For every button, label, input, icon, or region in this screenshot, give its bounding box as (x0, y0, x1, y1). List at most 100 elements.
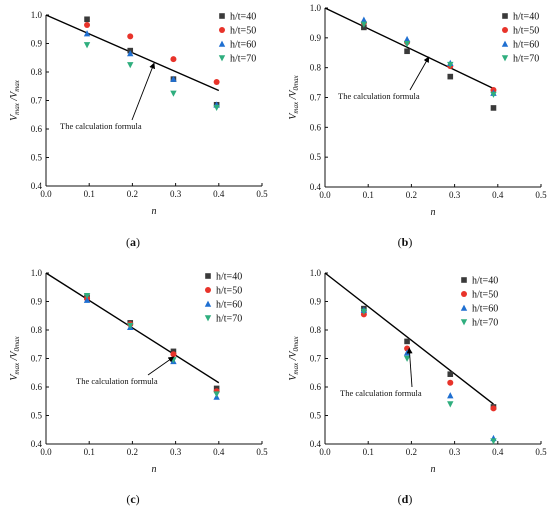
y-tick-label: 1.0 (31, 10, 43, 20)
y-tick-label: 0.4 (31, 439, 43, 449)
data-point (83, 293, 91, 300)
annotation-label: The calculation formula (60, 121, 142, 131)
legend-label: h/t=40 (472, 276, 498, 287)
legend-marker (460, 319, 468, 326)
x-axis-label: n (152, 464, 157, 475)
data-point (447, 73, 454, 80)
panel-label: (b) (398, 235, 413, 249)
panel-label-part: d (402, 492, 409, 506)
legend-label: h/t=70 (216, 314, 242, 325)
chart-panel-d: 0.0 0.1 0.2 0.3 0.4 0.5 0.4 0.5 0.6 0.7 0.8 0.9 1.0 n… (288, 268, 547, 506)
panel-label-part: ( (126, 235, 130, 249)
legend-label: h/t=50 (216, 286, 242, 297)
legend-marker (461, 291, 467, 297)
y-tick-label: 0.9 (31, 39, 43, 49)
legend-marker (205, 287, 211, 293)
y-axis-label-subscript: 0max (13, 335, 21, 351)
formula-line (45, 272, 220, 384)
y-axis-label: Vmax /V0max (288, 335, 300, 380)
panel-label-part: a (130, 235, 136, 249)
legend-marker (204, 315, 212, 322)
x-tick-label: 0.2 (406, 190, 417, 200)
chart-panel-a: 0.0 0.1 0.2 0.3 0.4 0.5 0.4 0.5 0.6 0.7 0.8 0.9 1.0 n… (9, 10, 268, 249)
y-axis-label-part: V (288, 112, 299, 120)
y-axis-label-subscript: max (292, 101, 300, 114)
annotation-arrow (147, 356, 175, 376)
annotation-arrow (131, 62, 155, 121)
annotation-label: The calculation formula (338, 91, 420, 101)
data-point (170, 90, 177, 97)
data-point (490, 105, 497, 111)
y-axis-label: Vmax /Vmax (9, 79, 21, 121)
data-point (490, 91, 497, 98)
panel-label-part: ( (126, 492, 130, 506)
data-point (404, 48, 410, 55)
data-point (170, 75, 177, 82)
data-point (447, 379, 454, 386)
data-point (360, 16, 368, 23)
annotation-arrow (406, 347, 413, 388)
legend-label: h/t=60 (513, 40, 539, 51)
y-axis-label-part: /V (9, 350, 20, 363)
legend-marker (502, 13, 508, 19)
x-tick-label: 0.4 (492, 190, 504, 200)
legend-label: h/t=40 (230, 12, 256, 23)
annotation-label: The calculation formula (76, 376, 158, 386)
data-point (447, 392, 454, 399)
legend-label: h/t=70 (230, 54, 256, 65)
y-axis-label-part: /V (9, 90, 20, 103)
data-point (490, 405, 497, 412)
y-tick-label: 0.8 (31, 67, 43, 77)
y-axis-label-part: V (288, 373, 299, 381)
y-tick-label: 0.8 (31, 325, 43, 335)
y-tick-label: 0.8 (310, 63, 322, 73)
y-tick-label: 0.7 (31, 354, 43, 364)
y-tick-label: 0.5 (31, 153, 43, 163)
y-tick-label: 0.9 (310, 33, 322, 43)
annotation-arrow (409, 56, 430, 91)
legend-label: h/t=40 (216, 272, 242, 283)
x-tick-label: 0.1 (363, 190, 374, 200)
annotation-label: The calculation formula (340, 388, 422, 398)
y-tick-label: 1.0 (31, 268, 43, 278)
data-point (403, 355, 411, 362)
legend-label: h/t=70 (472, 318, 498, 329)
y-tick-label: 0.4 (310, 182, 322, 192)
data-point (360, 308, 368, 315)
formula-line (324, 272, 494, 405)
y-tick-label: 0.5 (310, 411, 322, 421)
data-point (170, 351, 177, 358)
panel-label: (c) (126, 492, 139, 506)
legend-label: h/t=60 (216, 300, 242, 311)
x-tick-label: 0.0 (319, 190, 331, 200)
legend-marker (501, 55, 509, 62)
x-tick-label: 0.1 (84, 447, 95, 457)
x-tick-label: 0.2 (127, 447, 138, 457)
panel-label-part: b (402, 235, 409, 249)
y-tick-label: 1.0 (310, 3, 322, 13)
y-axis-label: Vmax /V0max (288, 74, 300, 119)
x-tick-label: 0.4 (213, 447, 225, 457)
chart-panel-c: 0.0 0.1 0.2 0.3 0.4 0.5 0.4 0.5 0.6 0.7 0.8 0.9 1.0 n… (9, 268, 268, 506)
data-point (213, 104, 220, 112)
y-tick-label: 0.7 (310, 354, 322, 364)
legend-label: h/t=40 (513, 12, 539, 23)
y-tick-label: 0.7 (310, 93, 322, 103)
y-axis-label-part: V (9, 113, 20, 121)
y-axis-label-subscript: max (13, 79, 21, 92)
data-point (490, 438, 497, 445)
data-point (83, 42, 91, 49)
legend-marker (204, 300, 212, 307)
x-tick-label: 0.3 (170, 189, 182, 199)
data-point (403, 41, 411, 48)
y-tick-label: 0.4 (310, 439, 322, 449)
y-tick-label: 0.6 (310, 122, 322, 132)
data-point (127, 322, 134, 330)
data-point (213, 391, 220, 398)
legend-label: h/t=60 (230, 40, 256, 51)
legend-label: h/t=70 (513, 54, 539, 65)
data-point (360, 21, 368, 28)
x-tick-label: 0.2 (406, 447, 417, 457)
